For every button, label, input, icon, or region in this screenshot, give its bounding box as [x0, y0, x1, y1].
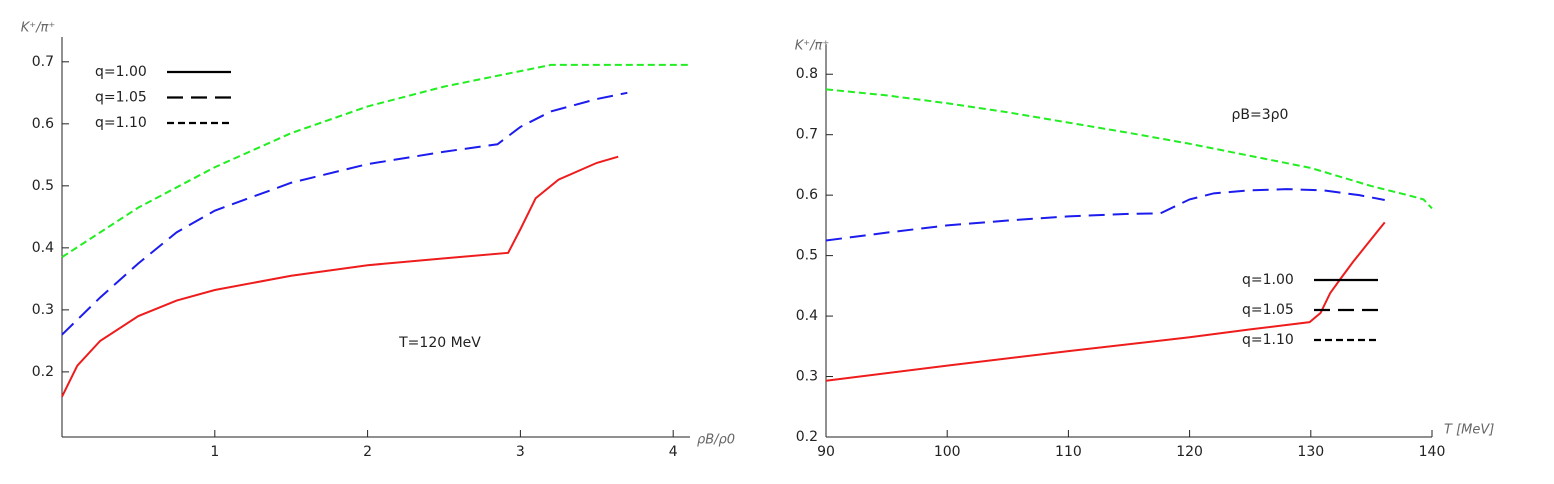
y-tick-label: 0.6: [796, 187, 818, 203]
series-line: [61, 155, 619, 398]
series-line: [61, 63, 689, 258]
x-axis-label: T [MeV]: [1444, 423, 1494, 438]
y-axis-label: K⁺/π⁺: [21, 21, 55, 36]
series-line: [825, 188, 1385, 242]
x-tick-label: 110: [1055, 444, 1082, 460]
series-line: [825, 88, 1433, 210]
y-tick-label: 0.7: [796, 127, 818, 143]
y-tick-label: 0.4: [32, 240, 54, 256]
x-tick-label: 90: [817, 444, 835, 460]
legend-label: q=1.05: [1242, 302, 1294, 318]
legend-label: q=1.10: [1242, 332, 1294, 348]
x-tick-label: 130: [1297, 444, 1324, 460]
legend-label: q=1.00: [1242, 272, 1294, 288]
x-tick-label: 100: [934, 444, 961, 460]
y-tick-label: 0.3: [796, 369, 818, 385]
series-line: [61, 91, 628, 336]
y-tick-label: 0.5: [32, 178, 54, 194]
legend-label: q=1.05: [95, 90, 147, 106]
annotation: T=120 MeV: [398, 335, 481, 351]
y-tick-label: 0.7: [32, 54, 54, 70]
annotation: ρB=3ρ0: [1232, 107, 1289, 123]
x-tick-label: 140: [1419, 444, 1446, 460]
y-tick-label: 0.4: [796, 308, 818, 324]
y-tick-label: 0.2: [32, 364, 54, 380]
x-tick-label: 4: [669, 444, 678, 460]
y-tick-label: 0.6: [32, 116, 54, 132]
y-axis-label: K⁺/π⁺: [795, 39, 829, 54]
legend-label: q=1.00: [95, 64, 147, 80]
y-tick-label: 0.2: [796, 429, 818, 445]
x-tick-label: 3: [516, 444, 525, 460]
x-tick-label: 2: [363, 444, 372, 460]
x-tick-label: 120: [1176, 444, 1203, 460]
series-line: [825, 221, 1386, 382]
x-axis-label: ρB/ρ0: [697, 433, 735, 448]
legend-label: q=1.10: [95, 115, 147, 131]
x-tick-label: 1: [210, 444, 219, 460]
y-tick-label: 0.8: [796, 66, 818, 82]
y-tick-label: 0.5: [796, 248, 818, 264]
y-tick-label: 0.3: [32, 302, 54, 318]
